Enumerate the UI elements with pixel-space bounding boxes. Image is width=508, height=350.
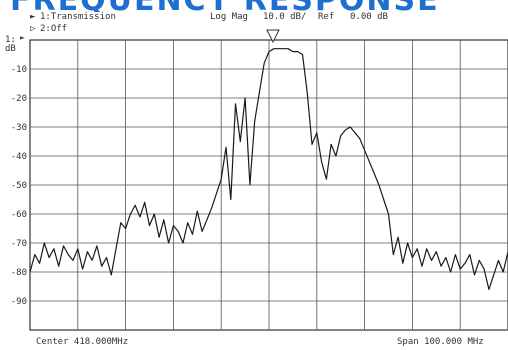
title-strip: FREQUENCY RESPONSE	[0, 0, 508, 12]
trace1-indicator: ►	[30, 12, 36, 22]
y-tick-label: -50	[11, 181, 27, 191]
y-tick-label: -10	[11, 65, 27, 75]
y-tick-label: -20	[11, 94, 27, 104]
y-tick-labels: -10 -20 -30 -40 -50 -60 -70 -80 -90	[11, 65, 27, 307]
y-tick-label: -40	[11, 152, 27, 162]
grid	[30, 40, 508, 330]
ref-marker-arrow: ►	[20, 33, 25, 42]
trace2-indicator: ▷	[30, 24, 36, 34]
trace2-label: 2:Off	[40, 24, 68, 34]
trace1-label: 1:Transmission	[40, 12, 116, 22]
scale-label: 10.0 dB/	[263, 12, 307, 22]
ref-label: Ref	[318, 12, 335, 22]
y-tick-label: -70	[11, 239, 27, 249]
y-tick-label: -30	[11, 123, 27, 133]
y-tick-label: -80	[11, 268, 27, 278]
y-tick-label: -60	[11, 210, 27, 220]
ref-marker-label: 1:	[5, 35, 16, 45]
page-title: FREQUENCY RESPONSE	[10, 0, 440, 12]
unit-label: dB	[5, 44, 16, 54]
format-label: Log Mag	[210, 12, 248, 22]
series-line	[29, 48, 508, 290]
ref-value: 0.00 dB	[350, 12, 388, 22]
y-tick-label: -90	[11, 297, 27, 307]
span-frequency: Span 100.000 MHz	[397, 337, 484, 347]
marker-icon	[266, 29, 280, 44]
center-frequency: Center 418.000MHz	[36, 337, 129, 347]
